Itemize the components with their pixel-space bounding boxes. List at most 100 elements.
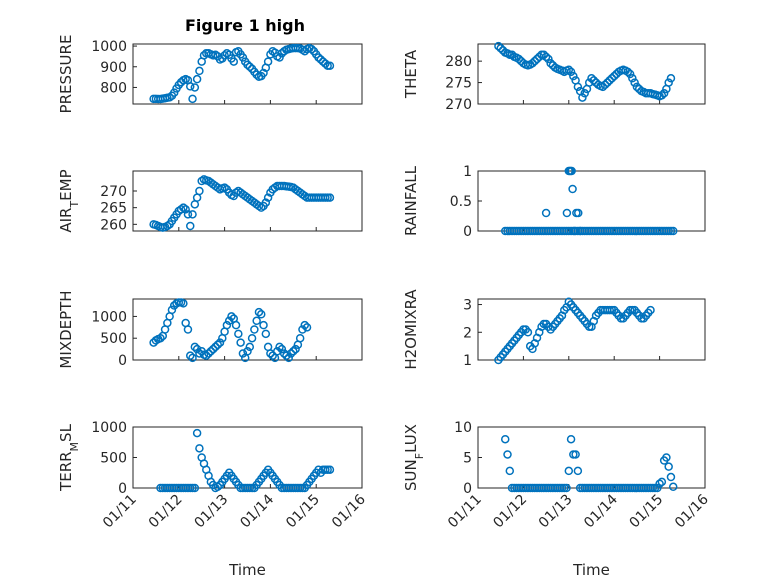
data-point (664, 78, 673, 87)
x-axis-label: Time (572, 561, 610, 579)
data-point (245, 62, 255, 72)
data-point (202, 351, 211, 360)
data-point (259, 68, 268, 78)
data-point (570, 226, 579, 236)
data-point (277, 344, 287, 354)
data-point (580, 89, 589, 98)
data-point (653, 483, 662, 493)
data-point (179, 299, 188, 308)
data-series (156, 428, 335, 493)
plot-border (477, 170, 706, 232)
data-point (250, 325, 259, 334)
y-axis-label: RAINFALL (402, 165, 420, 236)
data-series (494, 41, 676, 102)
data-point (263, 193, 273, 202)
figure-title: Figure 1 high (185, 16, 305, 35)
subplot-mixdepth: 0 500 1000 MIXDEPTH (57, 290, 363, 369)
subplot-theta: 270 275 280 THETA (402, 41, 706, 113)
data-point (247, 333, 257, 343)
data-point (668, 482, 678, 492)
data-point (263, 57, 273, 66)
data-point (169, 88, 179, 97)
data-point (252, 316, 261, 326)
data-point (589, 76, 599, 85)
data-series (500, 166, 678, 236)
data-point (494, 41, 503, 51)
x-axis-label: Time (228, 561, 266, 579)
y-axis-label: MIXDEPTH (57, 290, 75, 368)
data-point (231, 320, 241, 330)
data-point (500, 434, 510, 444)
data-point (204, 349, 213, 358)
data-point (562, 483, 571, 493)
y-tick-label: 0 (118, 481, 127, 497)
data-point (655, 479, 664, 488)
data-point (314, 53, 323, 62)
y-tick-label: 0 (463, 481, 472, 497)
data-point (208, 344, 218, 354)
data-point (666, 472, 676, 482)
y-axis-label: THETA (402, 49, 420, 99)
data-point (254, 307, 264, 317)
y-tick-label: 900 (100, 60, 127, 76)
data-point (190, 483, 200, 493)
data-point (275, 53, 284, 62)
data-point (286, 349, 296, 358)
y-axis-label: PRESSURE (57, 35, 75, 114)
data-point (195, 444, 204, 453)
plot-border (132, 426, 363, 489)
y-axis-label: SUNFLUX (402, 424, 426, 491)
data-point (325, 465, 335, 474)
data-point (564, 466, 574, 476)
data-point (316, 55, 326, 64)
data-point (282, 351, 291, 360)
data-point (302, 323, 312, 332)
data-point (213, 340, 222, 349)
y-axis-label: TERRMSL (57, 423, 81, 492)
data-point (195, 66, 204, 76)
data-point (234, 329, 243, 339)
data-point (607, 74, 617, 83)
data-point (598, 82, 608, 92)
data-point (566, 434, 576, 444)
data-point (300, 320, 309, 330)
subplot-rainfall: 0 0.5 1 RAINFALL (402, 164, 706, 240)
data-point (167, 305, 177, 315)
data-point (192, 428, 202, 438)
data-point (575, 226, 585, 236)
data-point (298, 325, 307, 334)
data-point (256, 310, 266, 319)
data-point (623, 67, 633, 77)
data-point (186, 82, 195, 91)
data-point (505, 466, 515, 476)
subplot-pressure: 800 900 1000 PRESSURE (57, 35, 363, 114)
data-point (227, 312, 236, 321)
data-point (632, 82, 642, 92)
data-point (659, 89, 669, 98)
data-point (318, 57, 328, 66)
y-tick-label: 3 (463, 298, 472, 314)
data-point (243, 60, 252, 69)
data-point (569, 71, 578, 81)
data-point (662, 453, 671, 462)
data-point (236, 338, 245, 347)
data-point (321, 59, 330, 68)
data-point (544, 54, 553, 64)
data-point (496, 44, 505, 53)
data-point (245, 342, 255, 352)
data-point (657, 91, 667, 100)
data-point (261, 198, 271, 207)
data-point (190, 342, 200, 352)
data-point (541, 208, 551, 218)
data-point (666, 74, 676, 83)
data-point (188, 353, 197, 363)
y-axis-label: AIRTEMP (57, 169, 81, 232)
data-point (605, 76, 614, 85)
data-series (149, 43, 335, 104)
data-point (190, 83, 200, 92)
data-point (259, 320, 268, 330)
data-point (192, 344, 202, 354)
